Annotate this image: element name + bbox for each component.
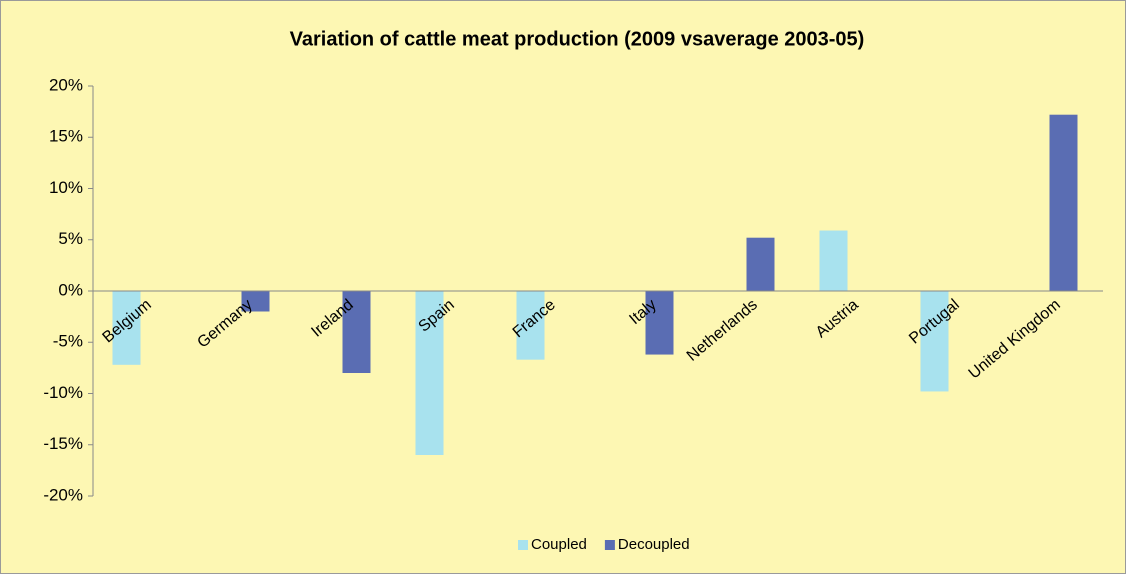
y-tick-label: -15% (43, 434, 83, 453)
y-tick-label: 5% (58, 229, 83, 248)
bar (112, 291, 141, 365)
bar (645, 291, 674, 355)
y-tick-label: -10% (43, 383, 83, 402)
chart-title: Variation of cattle meat production (200… (290, 28, 865, 50)
y-tick-label: 0% (58, 280, 83, 299)
bar (1049, 114, 1078, 291)
legend-label: Decoupled (618, 536, 690, 553)
bar (920, 291, 949, 392)
y-tick-label: -5% (53, 332, 83, 351)
bar (415, 291, 444, 455)
bar (516, 291, 545, 360)
legend-label: Coupled (531, 536, 587, 553)
y-tick-label: -20% (43, 485, 83, 504)
y-tick-label: 15% (49, 127, 83, 146)
y-tick-label: 10% (49, 178, 83, 197)
bar (241, 291, 270, 312)
y-tick-label: 20% (49, 75, 83, 94)
bar (746, 237, 775, 291)
bar (819, 230, 848, 291)
bar (342, 291, 371, 373)
legend-swatch (518, 540, 528, 550)
legend-swatch (604, 540, 615, 550)
